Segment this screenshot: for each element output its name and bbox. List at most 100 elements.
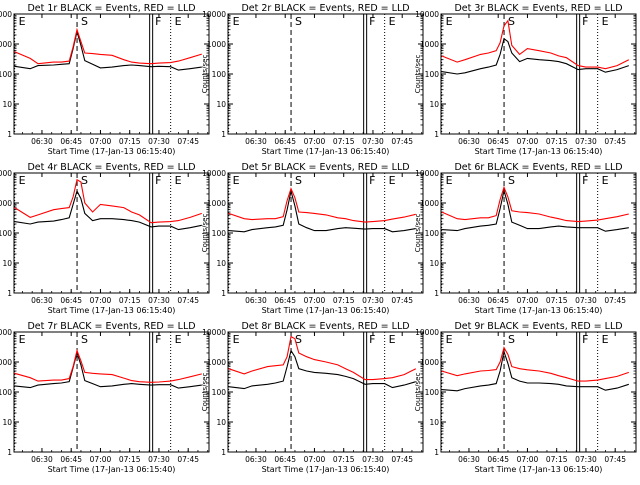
- marker-label-e: E: [233, 15, 240, 28]
- marker-label-e: E: [602, 333, 609, 346]
- y-tick-label: 10000: [415, 10, 439, 19]
- x-tick-label: 07:45: [604, 455, 626, 464]
- y-tick-label: 1: [434, 448, 439, 457]
- x-tick-label: 07:30: [362, 296, 384, 305]
- plot-frame: [440, 13, 637, 135]
- y-tick-label: 100: [212, 388, 227, 397]
- y-tick-label: 100: [425, 229, 440, 238]
- y-tick-label: 100: [0, 388, 12, 397]
- x-tick-label: 07:30: [575, 296, 597, 305]
- y-tick-label: 10: [216, 418, 226, 427]
- y-tick-label: 10000: [202, 169, 226, 178]
- plot-frame: [440, 172, 637, 294]
- y-tick-label: 1: [221, 289, 226, 298]
- lld-series-line: [441, 19, 630, 70]
- x-tick-label: 07:15: [333, 296, 355, 305]
- x-tick-label: 06:45: [60, 455, 82, 464]
- marker-label-e: E: [446, 15, 453, 28]
- marker-label-e: E: [446, 333, 453, 346]
- marker-label-e: E: [389, 15, 396, 28]
- y-tick-label: 100: [0, 70, 12, 79]
- y-tick-label: 1: [7, 130, 12, 139]
- x-axis-label: Start Time (17-Jan-13 06:15:40): [475, 147, 603, 156]
- marker-label-f: F: [582, 174, 588, 187]
- marker-label-e: E: [389, 174, 396, 187]
- x-axis-label: Start Time (17-Jan-13 06:15:40): [475, 465, 603, 474]
- y-tick-label: 10: [216, 100, 226, 109]
- y-tick-label: 10: [429, 418, 439, 427]
- y-tick-label: 1000: [207, 199, 226, 208]
- x-tick-label: 06:45: [274, 137, 296, 146]
- y-tick-label: 1: [221, 130, 226, 139]
- x-tick-label: 07:00: [304, 137, 326, 146]
- y-tick-label: 100: [0, 229, 12, 238]
- plot-title: Det 3r BLACK = Events, RED = LLD: [454, 3, 622, 14]
- plot-panel-8: Det 8r BLACK = Events, RED = LLD Counts/s…: [201, 321, 424, 474]
- x-axis-label: Start Time (17-Jan-13 06:15:40): [262, 147, 390, 156]
- events-series-line: [441, 190, 629, 232]
- y-axis-label: Counts/sec: [414, 55, 422, 94]
- y-axis-label: Counts/sec: [201, 214, 209, 253]
- y-tick-label: 1: [434, 289, 439, 298]
- y-tick-label: 10: [2, 100, 12, 109]
- events-series-line: [14, 351, 202, 389]
- x-tick-label: 07:30: [575, 137, 597, 146]
- y-tick-label: 100: [425, 70, 440, 79]
- lld-series-line: [228, 335, 417, 381]
- x-tick-label: 07:00: [517, 455, 539, 464]
- lld-series-line: [14, 27, 202, 65]
- marker-label-f: F: [155, 333, 161, 346]
- x-tick-label: 07:15: [119, 455, 141, 464]
- x-tick-label: 07:00: [90, 137, 112, 146]
- events-series-line: [228, 190, 416, 233]
- plot-frame: [227, 13, 424, 135]
- plot-title: Det 7r BLACK = Events, RED = LLD: [27, 321, 195, 332]
- x-tick-label: 07:15: [333, 455, 355, 464]
- events-series-line: [228, 349, 416, 390]
- y-tick-label: 10: [2, 418, 12, 427]
- x-tick-label: 07:15: [546, 137, 568, 146]
- marker-label-f: F: [582, 15, 588, 28]
- marker-label-s: S: [508, 15, 515, 28]
- y-tick-label: 100: [425, 388, 440, 397]
- plot-frame: [227, 172, 424, 294]
- plot-frame: [227, 331, 424, 453]
- x-tick-label: 07:30: [362, 455, 384, 464]
- x-tick-label: 06:30: [245, 296, 267, 305]
- plot-title: Det 9r BLACK = Events, RED = LLD: [454, 321, 622, 332]
- plot-panel-4: Det 4r BLACK = Events, RED = LLD Counts/s…: [0, 162, 210, 315]
- y-tick-label: 100: [212, 229, 227, 238]
- y-tick-label: 10000: [0, 169, 12, 178]
- x-tick-label: 07:15: [546, 455, 568, 464]
- lld-series-line: [14, 178, 202, 224]
- x-tick-label: 07:30: [148, 296, 170, 305]
- y-tick-label: 10000: [415, 169, 439, 178]
- x-tick-label: 06:45: [60, 137, 82, 146]
- marker-label-s: S: [81, 15, 88, 28]
- marker-label-s: S: [295, 174, 302, 187]
- x-tick-label: 07:45: [177, 455, 199, 464]
- x-tick-label: 06:30: [245, 137, 267, 146]
- x-tick-label: 07:30: [148, 137, 170, 146]
- x-tick-label: 07:15: [333, 137, 355, 146]
- marker-label-s: S: [295, 15, 302, 28]
- x-tick-label: 06:30: [458, 137, 480, 146]
- x-tick-label: 06:45: [487, 137, 509, 146]
- x-tick-label: 07:15: [119, 137, 141, 146]
- y-tick-label: 1000: [0, 199, 12, 208]
- x-tick-label: 06:30: [458, 455, 480, 464]
- marker-label-e: E: [233, 174, 240, 187]
- x-axis-label: Start Time (17-Jan-13 06:15:40): [48, 306, 176, 315]
- marker-label-e: E: [602, 174, 609, 187]
- plot-frame: [13, 13, 210, 135]
- y-tick-label: 1000: [0, 40, 12, 49]
- plot-panel-1: Det 1r BLACK = Events, RED = LLD Counts/s…: [0, 3, 210, 156]
- plot-frame: [440, 331, 637, 453]
- marker-label-f: F: [155, 15, 161, 28]
- x-tick-label: 06:30: [31, 455, 53, 464]
- y-tick-label: 10000: [415, 328, 439, 337]
- y-tick-label: 1000: [420, 40, 439, 49]
- plot-frame: [13, 331, 210, 453]
- marker-label-e: E: [175, 15, 182, 28]
